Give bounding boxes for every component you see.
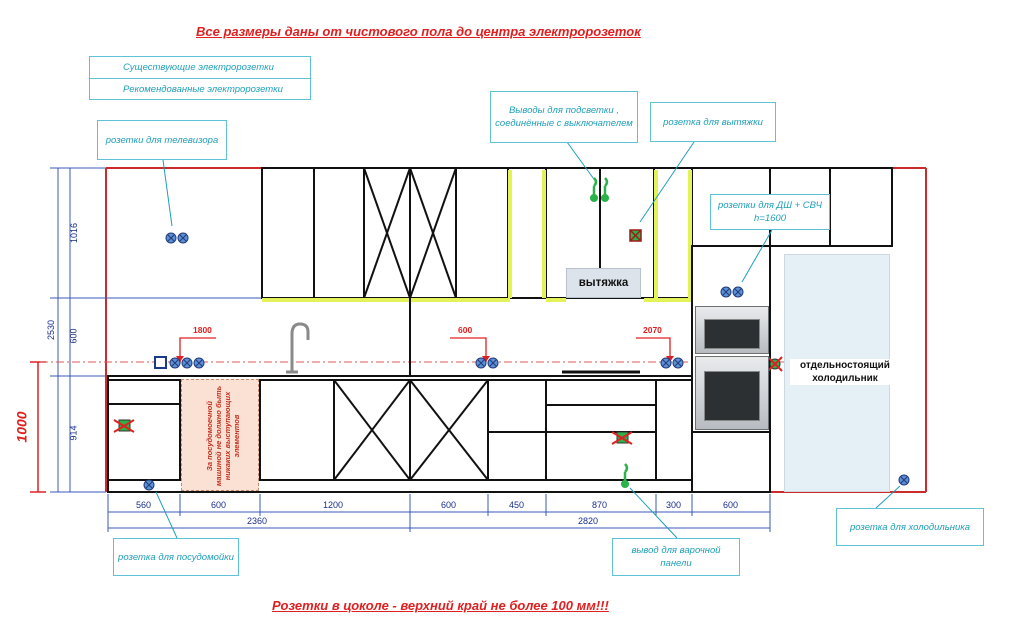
lighting-highlights [262,170,692,302]
legend-existing-label: Существующие электророзетки [123,62,274,73]
socket-2070-2 [672,357,684,369]
dim-600-c: 600 [723,500,739,510]
socket-600-1 [475,357,487,369]
reference-lines [50,167,262,493]
dim-600-b: 600 [441,500,457,510]
socket-1800-1 [169,357,181,369]
callout-hob: вывод для варочной панели [612,538,740,576]
existing-socket-base-right [611,431,633,445]
mark-1000: 1000 [13,411,30,443]
dim-total-2820: 2820 [578,516,599,526]
dim-450: 450 [509,500,525,510]
callout-tv: розетки для телевизора [97,120,227,160]
callout-hood-socket: розетка для вытяжки [650,102,776,142]
callout-pointers [155,141,901,539]
faucet [286,322,310,374]
height-marker-arrowheads [176,356,674,362]
socket-2070-1 [660,357,672,369]
callout-lighting: Выводы для подсветки , соединённые с вык… [490,91,638,143]
socket-600-2 [487,357,499,369]
callout-dishwasher: розетка для посудомойки [113,538,239,576]
mark-1800: 1800 [193,325,212,335]
base-cabinets [107,379,770,493]
hob-wire-output [620,463,630,489]
callout-dw-mw: розетки для ДШ + СВЧ h=1600 [710,194,830,230]
socket-dishwasher [143,479,155,491]
dim-total-2530: 2530 [46,319,57,341]
legend-recommended-label: Рекомендованные электророзетки [123,84,283,95]
lighting-wire-outputs [589,177,610,203]
microwave-oven [695,306,769,354]
height-markers [179,337,671,362]
fridge-label: отдельностоящий холодильник [790,359,900,385]
existing-socket-fridge-old [767,356,783,372]
existing-sockets [113,229,783,445]
recommended-sockets [143,232,910,491]
dim-300: 300 [666,500,682,510]
hood-label: вытяжка [566,268,641,298]
dim-total-2360: 2360 [247,516,268,526]
legend-recommended: Рекомендованные электророзетки [90,78,310,100]
page-title: Все размеры даны от чистового пола до це… [196,24,641,39]
socket-dw-mw-1 [720,286,732,298]
socket-tv-1 [165,232,177,244]
dim-870: 870 [592,500,608,510]
legend: Существующие электророзетки Рекомендован… [89,56,311,100]
socket-dw-mw-2 [732,286,744,298]
callout-fridge: розетка для холодильника [836,508,984,546]
dim-base-914: 914 [68,425,79,441]
dishwasher-note: За посудомоечной машиной не должно быть … [205,385,241,487]
bottom-dimensions [107,494,771,532]
height-1000-marker [30,361,46,493]
socket-1800-2 [181,357,193,369]
dim-1200: 1200 [323,500,344,510]
socket-tv-2 [177,232,189,244]
socket-1800-3 [193,357,205,369]
dishwasher-zone [181,379,259,491]
existing-socket-hood [629,229,642,242]
mark-2070: 2070 [643,325,662,335]
dim-560: 560 [136,500,152,510]
legend-existing: Существующие электророзетки [90,57,310,78]
socket-fridge [898,474,910,486]
dim-splash-600: 600 [68,328,79,344]
dim-600-a: 600 [211,500,227,510]
mark-600: 600 [458,325,473,335]
switch-square [154,356,167,369]
oven [695,356,769,430]
footer-note: Розетки в цоколе - верхний край не более… [272,598,609,613]
existing-socket-base-left [113,419,135,433]
dim-upper-1016: 1016 [69,222,80,244]
